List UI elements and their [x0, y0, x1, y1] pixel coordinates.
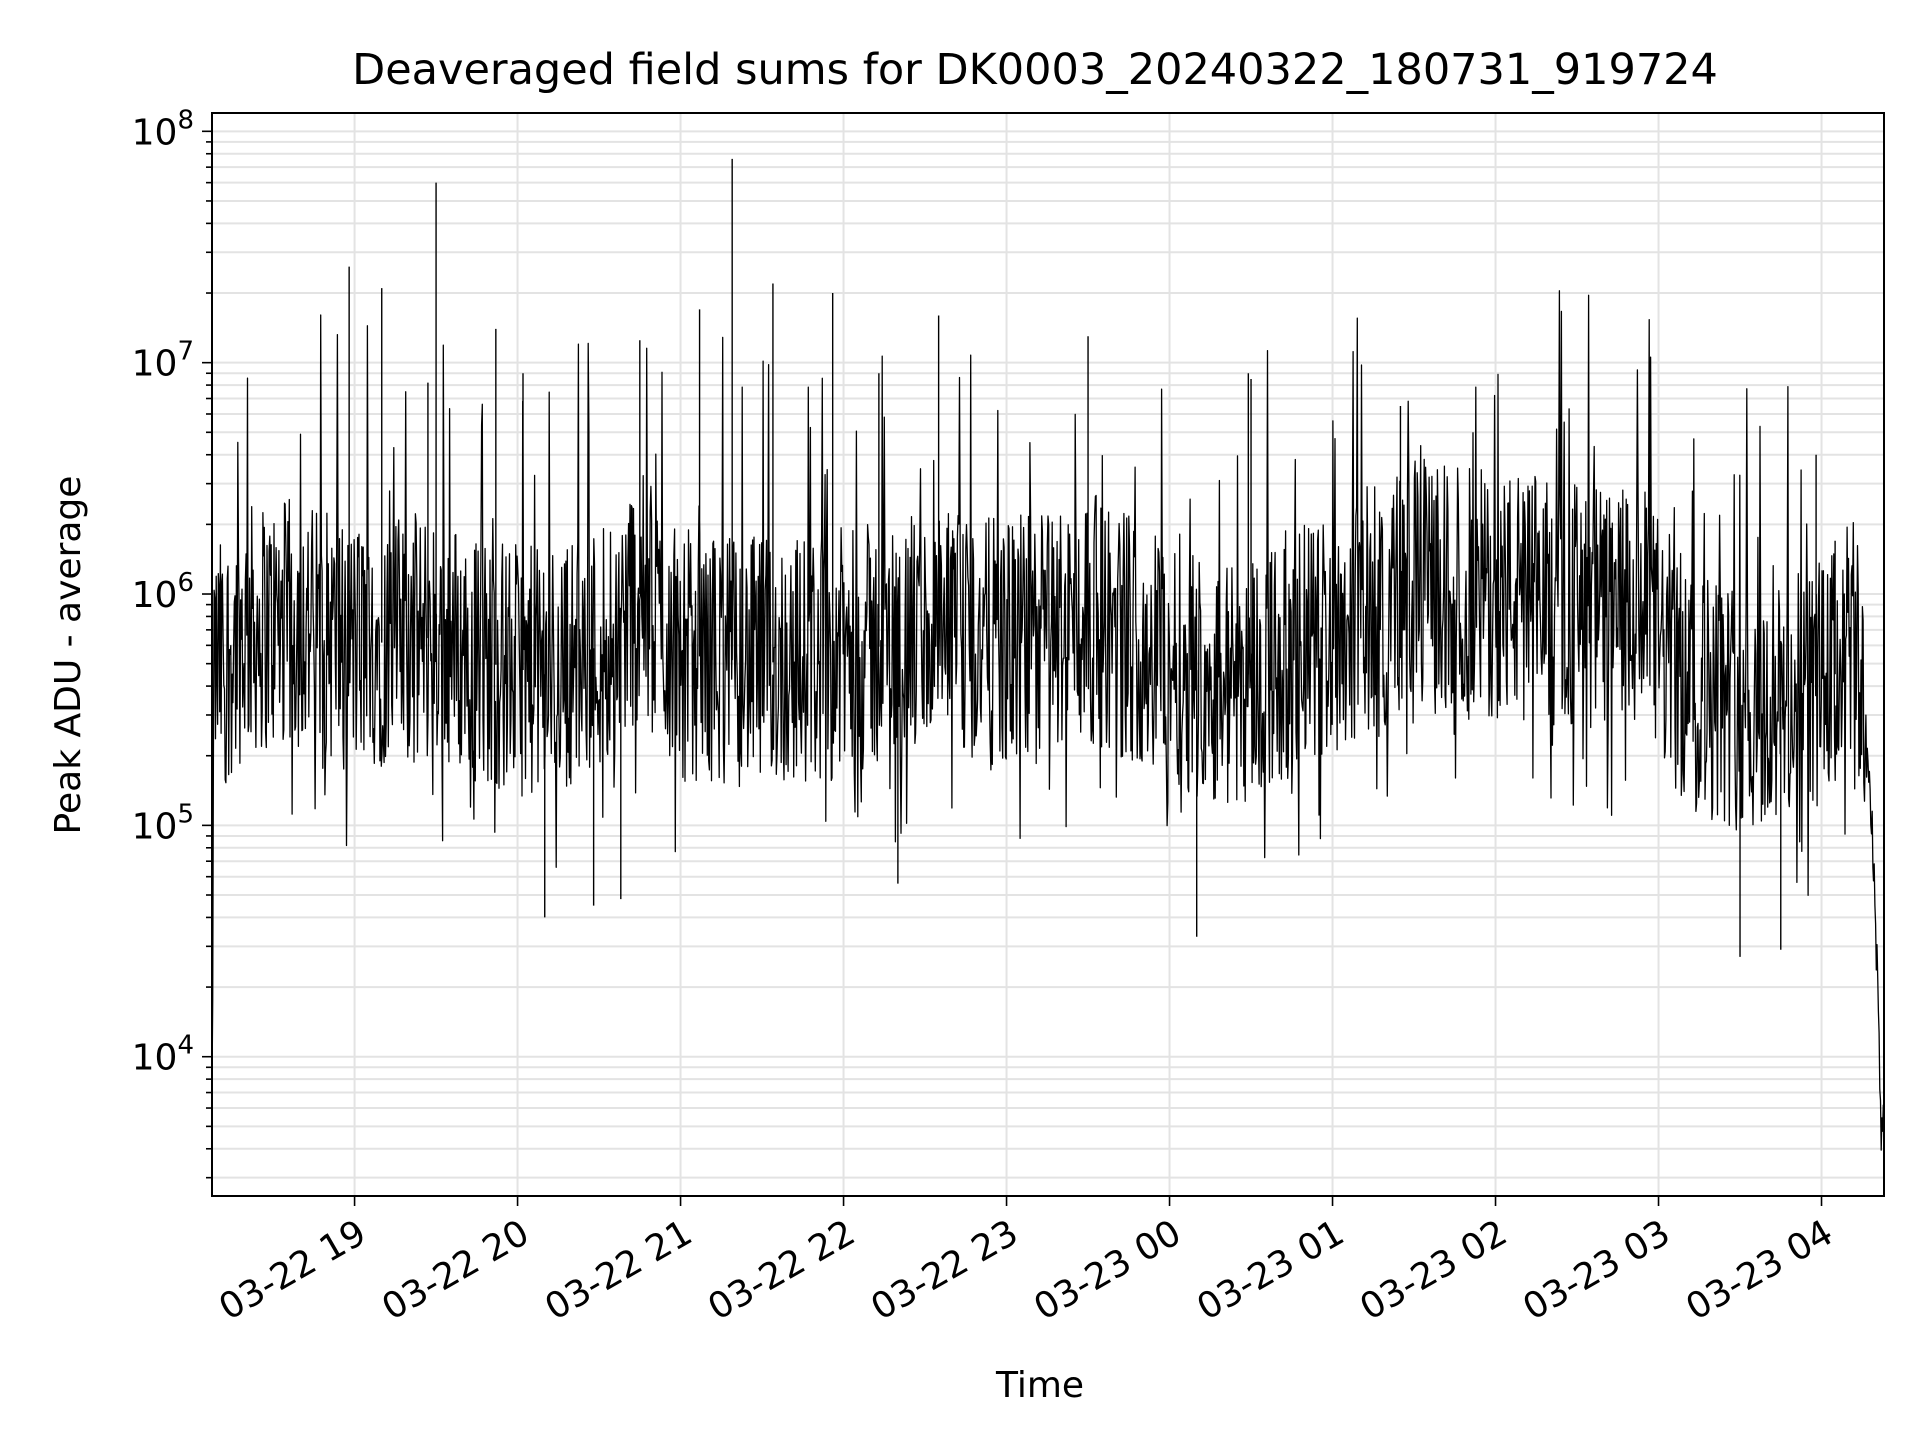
y-tick-label-exponent: 6	[177, 568, 194, 598]
data-layer	[211, 158, 1885, 1151]
y-axis-label: Peak ADU - average	[48, 476, 89, 835]
y-tick-label: 104	[132, 1031, 194, 1079]
y-tick-label-exponent: 7	[177, 337, 194, 367]
y-tick-label-base: 10	[132, 112, 178, 153]
plot-frame	[211, 112, 1885, 1197]
series-line	[211, 290, 1885, 1151]
y-tick-label: 107	[132, 337, 194, 385]
y-tick-label: 105	[132, 799, 194, 847]
y-tick-label-base: 10	[132, 344, 178, 385]
y-tick-label-exponent: 5	[177, 799, 194, 829]
chart-title: Deaveraged field sums for DK0003_2024032…	[352, 45, 1718, 95]
y-tick-label-base: 10	[132, 1038, 178, 1079]
y-tick-label: 108	[132, 105, 194, 153]
x-axis-label: Time	[995, 1365, 1084, 1406]
y-tick-label-exponent: 4	[177, 1031, 194, 1061]
y-tick-label-exponent: 8	[177, 105, 194, 135]
y-tick-label-base: 10	[132, 806, 178, 847]
y-tick-label-base: 10	[132, 575, 178, 616]
y-tick-label: 106	[132, 568, 194, 616]
